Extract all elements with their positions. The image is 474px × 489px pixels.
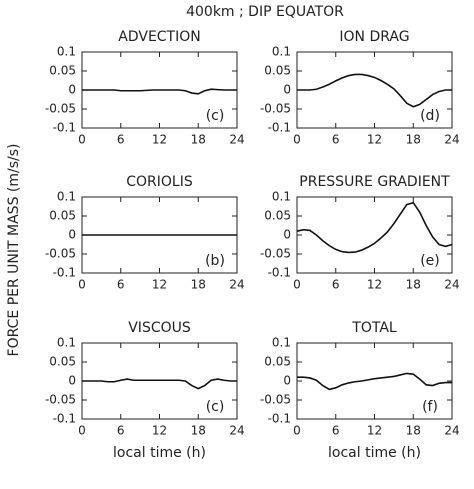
y-tick-label: -0.1 bbox=[268, 412, 291, 426]
y-tick-label: 0.1 bbox=[272, 190, 291, 204]
x-tick-label: 0 bbox=[78, 133, 86, 147]
x-tick-label: 12 bbox=[152, 278, 167, 292]
x-tick-label: 0 bbox=[293, 278, 301, 292]
y-tick-label: -0.05 bbox=[260, 102, 291, 116]
y-tick-label: -0.05 bbox=[45, 102, 76, 116]
y-tick-label: 0.05 bbox=[264, 209, 291, 223]
data-line bbox=[297, 73, 452, 108]
x-tick-label: 18 bbox=[191, 278, 206, 292]
data-line bbox=[82, 378, 237, 390]
data-line bbox=[296, 201, 453, 254]
y-tick-label: 0 bbox=[68, 83, 76, 97]
y-tick-label: 0.05 bbox=[264, 355, 291, 369]
x-tick-label: 24 bbox=[229, 133, 244, 147]
panel-annotation: (d) bbox=[420, 108, 440, 124]
x-tick-label: 12 bbox=[152, 424, 167, 438]
panel-title: PRESSURE GRADIENT bbox=[299, 174, 450, 190]
panel-title: CORIOLIS bbox=[126, 174, 193, 190]
y-tick-label: 0.1 bbox=[272, 336, 291, 350]
x-tick-label: 18 bbox=[191, 133, 206, 147]
x-tick-label: 6 bbox=[332, 424, 340, 438]
x-tick-label: 24 bbox=[444, 278, 459, 292]
x-tick-label: 6 bbox=[117, 133, 125, 147]
y-tick-label: -0.1 bbox=[53, 412, 76, 426]
x-tick-label: 18 bbox=[406, 278, 421, 292]
y-tick-label: 0 bbox=[68, 374, 76, 388]
y-tick-label: 0.1 bbox=[57, 45, 76, 59]
y-tick-label: -0.05 bbox=[260, 393, 291, 407]
data-line bbox=[297, 372, 452, 391]
y-tick-label: 0.1 bbox=[57, 336, 76, 350]
data-line bbox=[82, 88, 237, 95]
x-tick-label: 12 bbox=[367, 278, 382, 292]
y-tick-label: -0.05 bbox=[260, 247, 291, 261]
panel-annotation: (c) bbox=[206, 399, 225, 415]
y-tick-label: 0.05 bbox=[49, 64, 76, 78]
x-tick-label: 6 bbox=[117, 278, 125, 292]
x-tick-label: 0 bbox=[78, 424, 86, 438]
x-tick-label: 6 bbox=[332, 133, 340, 147]
y-tick-label: -0.1 bbox=[268, 266, 291, 280]
panel-annotation: (b) bbox=[205, 253, 225, 269]
panel-annotation: (c) bbox=[206, 108, 225, 124]
panel-annotation: (f) bbox=[422, 399, 438, 415]
y-tick-label: 0.05 bbox=[49, 209, 76, 223]
panel-title: ADVECTION bbox=[118, 29, 200, 45]
figure-title: 400km ; DIP EQUATOR bbox=[186, 4, 344, 20]
x-tick-label: 24 bbox=[444, 424, 459, 438]
y-tick-label: -0.1 bbox=[53, 266, 76, 280]
x-tick-label: 12 bbox=[152, 133, 167, 147]
panel-title: ION DRAG bbox=[339, 29, 409, 45]
x-tick-label: 6 bbox=[117, 424, 125, 438]
x-tick-label: 0 bbox=[293, 133, 301, 147]
x-tick-label: 0 bbox=[78, 278, 86, 292]
y-tick-label: 0 bbox=[283, 83, 291, 97]
x-tick-label: 18 bbox=[191, 424, 206, 438]
x-tick-label: 12 bbox=[367, 424, 382, 438]
y-axis-label: FORCE PER UNIT MASS (m/s/s) bbox=[6, 144, 22, 357]
x-tick-label: 12 bbox=[367, 133, 382, 147]
x-tick-label: 24 bbox=[229, 424, 244, 438]
x-axis-label: local time (h) bbox=[113, 445, 206, 461]
x-tick-label: 18 bbox=[406, 133, 421, 147]
y-tick-label: -0.05 bbox=[45, 247, 76, 261]
y-tick-label: -0.1 bbox=[53, 121, 76, 135]
x-tick-label: 24 bbox=[444, 133, 459, 147]
y-tick-label: 0 bbox=[68, 228, 76, 242]
panel-title: VISCOUS bbox=[128, 320, 191, 336]
y-tick-label: 0.1 bbox=[57, 190, 76, 204]
y-tick-label: 0.05 bbox=[264, 64, 291, 78]
x-tick-label: 24 bbox=[229, 278, 244, 292]
x-tick-label: 0 bbox=[293, 424, 301, 438]
x-axis-label: local time (h) bbox=[328, 445, 421, 461]
x-tick-label: 18 bbox=[406, 424, 421, 438]
x-tick-label: 6 bbox=[332, 278, 340, 292]
panel-annotation: (e) bbox=[420, 253, 440, 269]
y-tick-label: 0 bbox=[283, 228, 291, 242]
y-tick-label: 0.05 bbox=[49, 355, 76, 369]
y-tick-label: 0 bbox=[283, 374, 291, 388]
y-tick-label: 0.1 bbox=[272, 45, 291, 59]
y-tick-label: -0.05 bbox=[45, 393, 76, 407]
y-tick-label: -0.1 bbox=[268, 121, 291, 135]
panel-title: TOTAL bbox=[351, 320, 397, 336]
